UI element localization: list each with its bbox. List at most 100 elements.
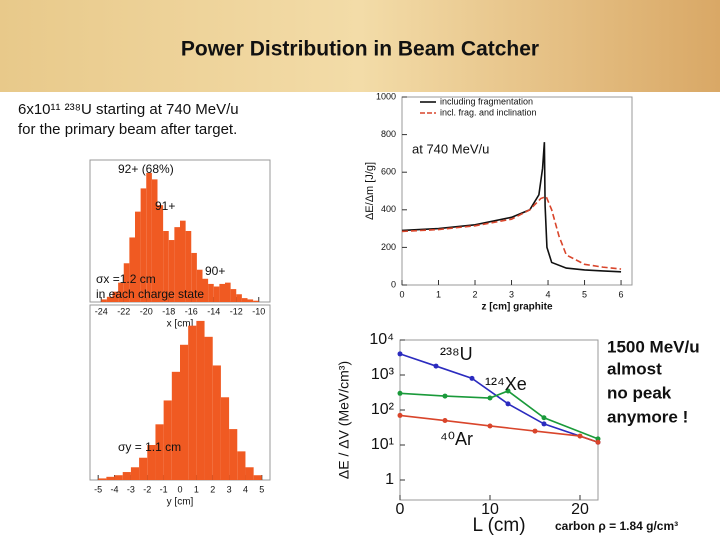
series-point (577, 433, 583, 439)
histogram-bar (106, 296, 113, 302)
x-tick-label: 0 (177, 484, 182, 494)
series-point (541, 415, 547, 421)
histogram-bar (230, 289, 237, 302)
x-axis-label: z [cm] graphite (481, 302, 553, 313)
annotation: anymore ! (607, 407, 688, 426)
histogram-bar (130, 467, 140, 480)
x-tick-label: -3 (127, 484, 135, 494)
legend-label: incl. frag. and inclination (440, 107, 537, 117)
x-axis-label: L (cm) (472, 515, 525, 536)
histogram-bar (188, 325, 197, 480)
y-tick-label: 200 (381, 242, 396, 252)
histogram-bar (163, 231, 169, 302)
x-axis-label: x [cm] (167, 319, 194, 330)
slide-title: Power Distribution in Beam Catcher (181, 38, 539, 61)
histogram-bar (135, 211, 141, 302)
series-point (487, 423, 493, 429)
histogram-bar (163, 400, 172, 480)
y-axis-label: ΔE/Δm [J/g] (364, 162, 376, 220)
y-tick-label: 10² (371, 401, 395, 418)
x-tick-label: 0 (399, 289, 404, 299)
annotation: σx =1.2 cm (96, 272, 156, 286)
x-tick-label: -20 (140, 306, 153, 316)
series-label: ¹²⁴Xe (485, 374, 527, 394)
histogram-bar (157, 205, 164, 302)
y-tick-label: 10³ (371, 366, 395, 383)
histogram-bar (139, 457, 148, 480)
x-tick-label: 1 (194, 484, 199, 494)
series-point (487, 395, 493, 401)
annotation: almost (607, 359, 662, 378)
histogram-bar (202, 278, 209, 302)
histogram-bar (98, 478, 107, 480)
histogram-bar (122, 472, 131, 480)
histogram-bar (245, 467, 254, 480)
y-tick-label: 1000 (376, 91, 396, 101)
x-tick-label: -2 (143, 484, 151, 494)
histogram-bar (151, 179, 158, 302)
y-tick-label: 600 (381, 167, 396, 177)
histogram-bar (146, 172, 152, 302)
histogram-bar (168, 240, 175, 302)
x-tick-label: 10 (481, 501, 499, 518)
y-tick-label: 400 (381, 204, 396, 214)
x-tick-label: -16 (185, 306, 198, 316)
y-tick-label: 0 (391, 279, 396, 289)
x-tick-label: 5 (259, 484, 264, 494)
header-band (0, 0, 720, 92)
x-tick-label: -10 (252, 306, 265, 316)
x-tick-label: -14 (207, 306, 220, 316)
y-tick-label: 1 (385, 471, 394, 488)
histogram-bar (185, 231, 192, 302)
histogram-bar (225, 282, 231, 302)
x-tick-label: -24 (95, 306, 108, 316)
series-point (442, 393, 448, 399)
series-point (433, 363, 439, 369)
x-axis-label: y [cm] (167, 497, 194, 508)
histogram-bar (204, 336, 213, 480)
histogram-bar (180, 344, 189, 480)
histogram-bar (155, 424, 164, 480)
histogram-bar (208, 283, 214, 302)
histogram-bar (219, 283, 225, 302)
x-tick-label: -12 (230, 306, 243, 316)
histogram-bar (213, 286, 220, 302)
annotation: 90+ (205, 264, 225, 278)
annotation: 92+ (68%) (118, 162, 174, 176)
intro-line: for the primary beam after target. (18, 121, 237, 138)
x-tick-label: 3 (509, 289, 514, 299)
histogram-bar (129, 237, 135, 302)
annotation: in each charge state (96, 287, 204, 301)
x-tick-label: -1 (160, 484, 168, 494)
annotation: σy = 1.1 cm (118, 440, 181, 454)
histogram-bar (241, 298, 248, 302)
histogram-bar (247, 299, 254, 302)
annotation: no peak (607, 383, 672, 402)
annotation: at 740 MeV/u (412, 141, 489, 156)
series-label: ⁴⁰Ar (440, 429, 473, 449)
series-line (401, 142, 622, 273)
x-tick-label: 0 (396, 501, 405, 518)
x-tick-label: -18 (162, 306, 175, 316)
x-tick-label: -5 (94, 484, 102, 494)
legend-label: including fragmentation (440, 96, 533, 106)
y-axis-label: ΔE / ΔV (MeV/cm³) (336, 361, 352, 479)
x-tick-label: 2 (210, 484, 215, 494)
histogram-bar (237, 451, 246, 480)
histogram-bar (236, 294, 242, 302)
histogram-bar (140, 188, 147, 302)
x-tick-label: 5 (582, 289, 587, 299)
histogram-bar (123, 263, 130, 302)
x-tick-label: -4 (111, 484, 119, 494)
y-tick-label: 10⁴ (369, 331, 394, 348)
series-label: ²³⁸U (440, 344, 473, 364)
histogram-bar (253, 300, 259, 302)
annotation: 91+ (155, 199, 175, 213)
series-line (401, 195, 622, 270)
histogram-bar (101, 299, 107, 302)
histogram-bar (112, 291, 119, 302)
y-tick-label: 10¹ (371, 436, 394, 453)
x-tick-label: 4 (243, 484, 248, 494)
histogram-bar (147, 445, 156, 480)
